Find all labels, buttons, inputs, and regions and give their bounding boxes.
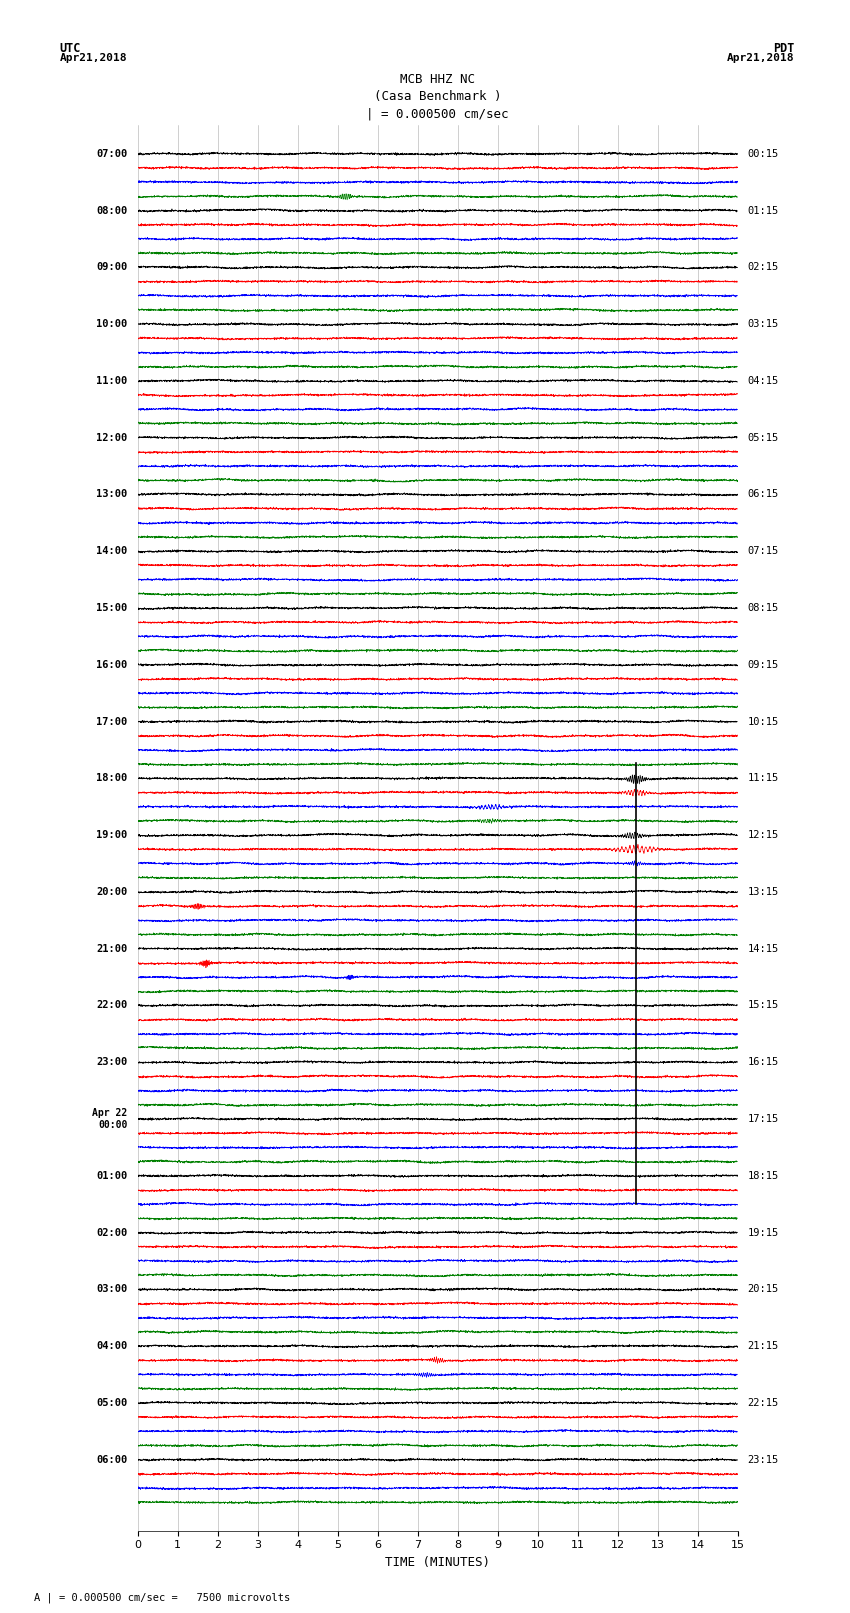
Text: 16:15: 16:15 xyxy=(747,1057,779,1068)
Text: 02:00: 02:00 xyxy=(97,1227,128,1237)
Text: 12:00: 12:00 xyxy=(97,432,128,442)
Text: PDT: PDT xyxy=(774,42,795,55)
Text: 03:00: 03:00 xyxy=(97,1284,128,1294)
Text: 03:15: 03:15 xyxy=(747,319,779,329)
Text: 17:00: 17:00 xyxy=(97,716,128,726)
Text: 07:15: 07:15 xyxy=(747,547,779,556)
Text: 05:00: 05:00 xyxy=(97,1398,128,1408)
Text: 20:15: 20:15 xyxy=(747,1284,779,1294)
Text: 06:00: 06:00 xyxy=(97,1455,128,1465)
Title: MCB HHZ NC
(Casa Benchmark )
| = 0.000500 cm/sec: MCB HHZ NC (Casa Benchmark ) | = 0.00050… xyxy=(366,73,509,119)
Text: 00:15: 00:15 xyxy=(747,148,779,158)
Text: 21:00: 21:00 xyxy=(97,944,128,953)
Text: 12:15: 12:15 xyxy=(747,831,779,840)
Text: 09:00: 09:00 xyxy=(97,263,128,273)
Text: 14:00: 14:00 xyxy=(97,547,128,556)
Text: 19:00: 19:00 xyxy=(97,831,128,840)
Text: 11:15: 11:15 xyxy=(747,773,779,784)
Text: 06:15: 06:15 xyxy=(747,489,779,500)
Text: UTC: UTC xyxy=(60,42,81,55)
Text: 21:15: 21:15 xyxy=(747,1340,779,1352)
Text: 20:00: 20:00 xyxy=(97,887,128,897)
Text: 08:00: 08:00 xyxy=(97,205,128,216)
Text: Apr21,2018: Apr21,2018 xyxy=(728,53,795,63)
Text: A | = 0.000500 cm/sec =   7500 microvolts: A | = 0.000500 cm/sec = 7500 microvolts xyxy=(34,1592,290,1603)
Text: 16:00: 16:00 xyxy=(97,660,128,669)
Text: 02:15: 02:15 xyxy=(747,263,779,273)
Text: 15:00: 15:00 xyxy=(97,603,128,613)
Text: 13:00: 13:00 xyxy=(97,489,128,500)
Text: 23:15: 23:15 xyxy=(747,1455,779,1465)
Text: 18:15: 18:15 xyxy=(747,1171,779,1181)
X-axis label: TIME (MINUTES): TIME (MINUTES) xyxy=(385,1557,490,1569)
Text: 08:15: 08:15 xyxy=(747,603,779,613)
Text: 17:15: 17:15 xyxy=(747,1115,779,1124)
Text: 04:15: 04:15 xyxy=(747,376,779,386)
Text: 22:00: 22:00 xyxy=(97,1000,128,1010)
Text: 13:15: 13:15 xyxy=(747,887,779,897)
Text: Apr 22
00:00: Apr 22 00:00 xyxy=(93,1108,128,1129)
Text: Apr21,2018: Apr21,2018 xyxy=(60,53,127,63)
Text: 09:15: 09:15 xyxy=(747,660,779,669)
Text: 01:00: 01:00 xyxy=(97,1171,128,1181)
Text: 07:00: 07:00 xyxy=(97,148,128,158)
Text: 11:00: 11:00 xyxy=(97,376,128,386)
Text: 10:00: 10:00 xyxy=(97,319,128,329)
Text: 14:15: 14:15 xyxy=(747,944,779,953)
Text: 23:00: 23:00 xyxy=(97,1057,128,1068)
Text: 10:15: 10:15 xyxy=(747,716,779,726)
Text: 04:00: 04:00 xyxy=(97,1340,128,1352)
Text: 15:15: 15:15 xyxy=(747,1000,779,1010)
Text: 22:15: 22:15 xyxy=(747,1398,779,1408)
Text: 18:00: 18:00 xyxy=(97,773,128,784)
Text: 01:15: 01:15 xyxy=(747,205,779,216)
Text: 05:15: 05:15 xyxy=(747,432,779,442)
Text: 19:15: 19:15 xyxy=(747,1227,779,1237)
